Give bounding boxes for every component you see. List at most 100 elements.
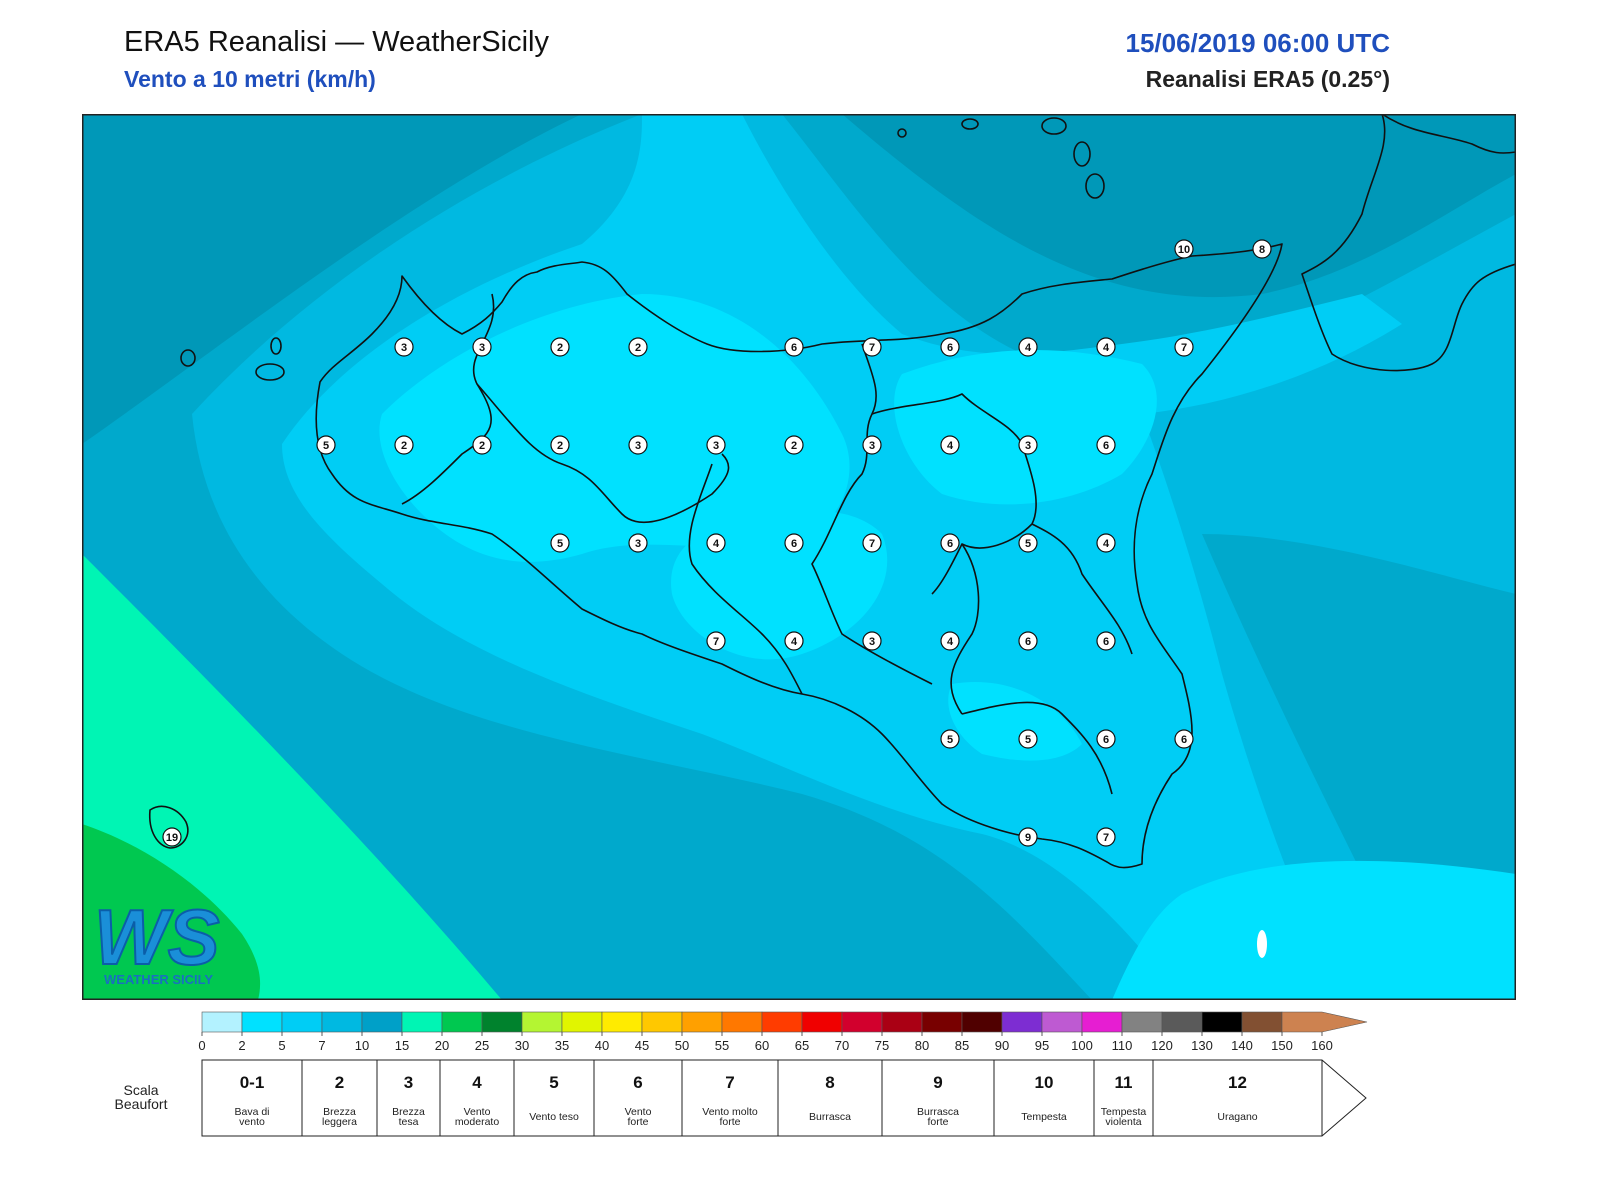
colorbar-tick: 110 <box>1112 1038 1133 1053</box>
station-value: 2 <box>635 342 641 354</box>
colorbar-segment <box>922 1012 962 1032</box>
station-marker: 4 <box>1019 338 1037 356</box>
colorbar-segment <box>1002 1012 1042 1032</box>
beaufort-cell: 5 Vento teso <box>529 1073 579 1123</box>
station-value: 4 <box>1103 538 1110 550</box>
colorbar-tick: 15 <box>395 1038 409 1053</box>
station-marker: 4 <box>941 632 959 650</box>
beaufort-title: Scala <box>123 1082 158 1098</box>
station-value: 4 <box>1103 342 1110 354</box>
beaufort-force: 5 <box>549 1073 558 1092</box>
station-value: 6 <box>1103 636 1109 648</box>
beaufort-desc: tesa <box>399 1116 419 1128</box>
station-value: 6 <box>791 538 797 550</box>
station-marker: 8 <box>1253 240 1271 258</box>
colorbar-tick: 35 <box>555 1038 569 1053</box>
colorbar-tick: 0 <box>198 1038 205 1053</box>
station-value: 4 <box>947 636 954 648</box>
beaufort-desc: Brezza <box>392 1106 425 1118</box>
beaufort-desc: Bava di <box>234 1106 269 1118</box>
station-value: 8 <box>1259 244 1265 256</box>
beaufort-desc: Tempesta <box>1101 1106 1147 1118</box>
station-value: 4 <box>1025 342 1032 354</box>
colorbar-tick: 130 <box>1191 1038 1213 1053</box>
colorbar-tick: 100 <box>1071 1038 1093 1053</box>
colorbar-segment <box>842 1012 882 1032</box>
station-marker: 3 <box>863 436 881 454</box>
colorbar-segment <box>802 1012 842 1032</box>
station-value: 9 <box>1025 832 1031 844</box>
station-value: 4 <box>713 538 720 550</box>
colorbar-tick: 60 <box>755 1038 769 1053</box>
colorbar-tick: 150 <box>1271 1038 1293 1053</box>
colorbar-tick: 20 <box>435 1038 449 1053</box>
station-marker: 5 <box>1019 730 1037 748</box>
station-marker: 4 <box>785 632 803 650</box>
station-marker: 3 <box>629 534 647 552</box>
colorbar-tick: 95 <box>1035 1038 1049 1053</box>
station-marker: 5 <box>317 436 335 454</box>
station-value: 10 <box>1178 244 1190 256</box>
logo-letters: WS <box>94 893 220 981</box>
colorbar-tick: 5 <box>278 1038 285 1053</box>
colorbar-segment <box>1162 1012 1202 1032</box>
colorbar-arrow <box>1282 1012 1367 1032</box>
colorbar-tick: 50 <box>675 1038 689 1053</box>
colorbar-tick: 2 <box>238 1038 245 1053</box>
station-value: 19 <box>166 832 178 844</box>
station-marker: 2 <box>395 436 413 454</box>
station-marker: 9 <box>1019 828 1037 846</box>
colorbar-segment <box>1202 1012 1242 1032</box>
beaufort-cell: 12 Uragano <box>1217 1073 1257 1123</box>
station-value: 6 <box>791 342 797 354</box>
station-value: 6 <box>1181 734 1187 746</box>
beaufort-desc: forte <box>719 1116 740 1128</box>
station-value: 7 <box>1181 342 1187 354</box>
station-value: 3 <box>635 538 641 550</box>
colorbar-tick: 25 <box>475 1038 489 1053</box>
beaufort-force: 3 <box>404 1073 413 1092</box>
station-value: 7 <box>869 342 875 354</box>
station-marker: 2 <box>551 338 569 356</box>
colorbar-segment <box>562 1012 602 1032</box>
beaufort-force: 11 <box>1115 1073 1133 1092</box>
colorbar-segment <box>602 1012 642 1032</box>
station-value: 6 <box>947 342 953 354</box>
colorbar-segment <box>682 1012 722 1032</box>
beaufort-force: 10 <box>1035 1073 1054 1092</box>
station-marker: 3 <box>629 436 647 454</box>
colorbar-tick: 160 <box>1311 1038 1333 1053</box>
colorbar-tick: 70 <box>835 1038 849 1053</box>
valid-datetime: 15/06/2019 06:00 UTC <box>1125 28 1390 59</box>
station-value: 3 <box>713 440 719 452</box>
colorbar-tick: 140 <box>1231 1038 1253 1053</box>
station-value: 7 <box>713 636 719 648</box>
station-marker: 3 <box>473 338 491 356</box>
beaufort-cell: 10Tempesta <box>1021 1073 1067 1123</box>
colorbar-tick: 90 <box>995 1038 1009 1053</box>
beaufort-desc: Burrasca <box>809 1111 851 1123</box>
station-value: 3 <box>401 342 407 354</box>
colorbar-segment <box>1122 1012 1162 1032</box>
beaufort-cell: 0-1Bava divento <box>234 1073 269 1128</box>
colorbar-segment <box>722 1012 762 1032</box>
map-subtitle: Vento a 10 metri (km/h) <box>124 66 376 93</box>
colorbar-segment <box>242 1012 282 1032</box>
station-marker: 4 <box>707 534 725 552</box>
colorbar-tick: 55 <box>715 1038 729 1053</box>
colorbar-segment <box>482 1012 522 1032</box>
station-marker: 7 <box>707 632 725 650</box>
beaufort-desc: Vento molto <box>702 1106 758 1118</box>
station-value: 3 <box>479 342 485 354</box>
station-marker: 3 <box>1019 436 1037 454</box>
beaufort-desc: forte <box>927 1116 948 1128</box>
station-marker: 3 <box>707 436 725 454</box>
colorbar-segment <box>1082 1012 1122 1032</box>
station-marker: 10 <box>1175 240 1193 258</box>
colorbar-tick: 40 <box>595 1038 609 1053</box>
station-marker: 7 <box>863 338 881 356</box>
station-marker: 7 <box>1097 828 1115 846</box>
beaufort-desc: Brezza <box>323 1106 356 1118</box>
